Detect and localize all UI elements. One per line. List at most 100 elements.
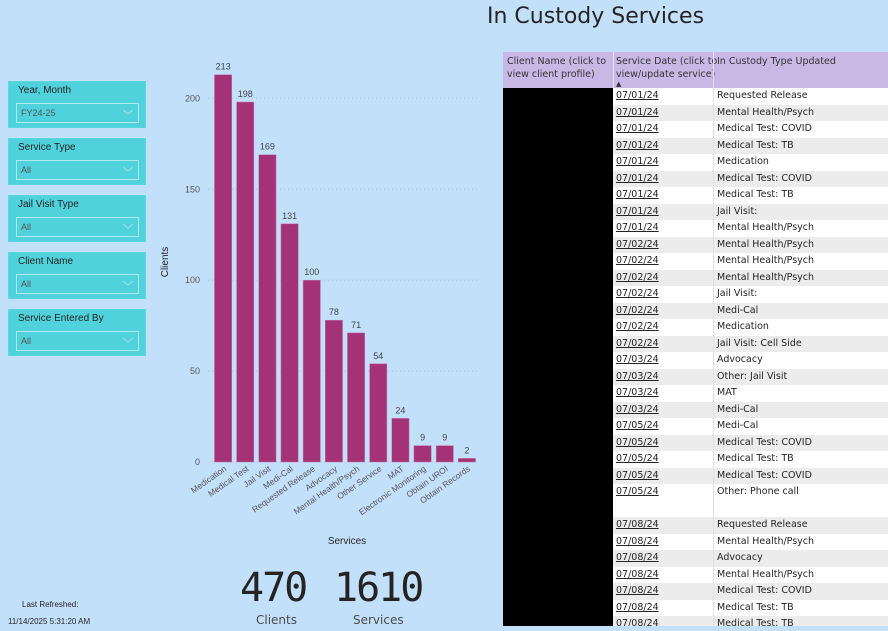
header-line: view/update service) [616,69,716,80]
service-date-link[interactable]: 07/05/24 [616,486,659,497]
bar-medication[interactable] [214,74,232,463]
service-date-link[interactable]: 07/08/24 [616,585,659,596]
slicer-label: Service Entered By [18,313,104,324]
service-date-link[interactable]: 07/01/24 [616,222,659,233]
service-date-link[interactable]: 07/01/24 [616,139,659,151]
custody-type-cell: Mental Health/Psych [717,222,815,233]
service-date-link[interactable]: 07/01/24 [616,189,659,200]
data-label: 9 [442,433,447,443]
cell-divider [713,352,714,369]
custody-type-cell: Jail Visit: [717,205,758,217]
service-date-link[interactable]: 07/02/24 [616,304,659,316]
service-date-link[interactable]: 07/08/24 [616,618,659,629]
custody-type-cell: Medical Test: TB [717,189,794,200]
gridlines [208,97,480,463]
y-axis-ticks: 0 50 100 150 200 [185,93,200,467]
service-date-link[interactable]: 07/02/24 [616,288,659,299]
data-label: 24 [395,405,405,415]
custody-type-cell: Medical Test: TB [717,139,794,151]
service-date-link[interactable]: 07/01/24 [616,205,659,217]
slicer-label: Jail Visit Type [18,199,79,210]
service-date-link[interactable]: 07/02/24 [616,321,659,332]
bar-obtain-records[interactable] [458,458,476,463]
service-date-link[interactable]: 07/08/24 [616,601,659,613]
column-divider [713,52,714,88]
column-header-client-name[interactable]: Client Name (click to view client profil… [507,55,606,81]
custody-type-cell: Requested Release [717,90,808,101]
x-axis-title: Services [328,536,366,547]
service-date-link[interactable]: 07/03/24 [616,354,659,365]
service-date-link[interactable]: 07/02/24 [616,255,659,266]
chevron-down-icon [122,166,134,172]
custody-type-cell: Mental Health/Psych [717,238,815,250]
custody-type-cell: Mental Health/Psych [717,255,815,266]
data-label: 131 [282,211,297,221]
bar-medi-cal[interactable] [280,223,299,463]
service-date-link[interactable]: 07/01/24 [616,156,659,167]
service-date-link[interactable]: 07/08/24 [616,535,659,547]
service-date-link[interactable]: 07/02/24 [616,238,659,250]
service-date-link[interactable]: 07/05/24 [616,453,659,464]
cell-divider [713,616,714,631]
cell-divider [713,335,714,352]
service-date-link[interactable]: 07/03/24 [616,403,659,415]
bar-mat[interactable] [391,418,410,463]
data-label: 213 [216,62,231,72]
service-date-link[interactable]: 07/05/24 [616,469,659,481]
service-date-link[interactable]: 07/08/24 [616,519,659,530]
y-tick-label: 150 [185,184,200,194]
bar-other-service[interactable] [369,363,388,463]
custody-type-cell: Mental Health/Psych [717,568,815,580]
bar-electronic-monitoring[interactable] [413,445,432,463]
bar-jail-visit[interactable] [258,154,277,463]
slicer-year-month: Year, Month FY24-25 [8,81,146,128]
column-header-service-date[interactable]: Service Date (click to view/update servi… [616,55,717,81]
client-name-dropdown[interactable]: All [16,274,139,294]
year-month-dropdown[interactable]: FY24-25 [16,103,139,123]
service-date-link[interactable]: 07/02/24 [616,271,659,283]
cell-divider [713,599,714,616]
y-tick-label: 100 [185,275,200,285]
redacted-client-names [503,88,613,631]
service-entered-by-dropdown[interactable]: All [16,331,139,351]
custody-type-cell: Advocacy [717,552,763,563]
y-tick-label: 0 [195,457,200,467]
service-date-link[interactable]: 07/08/24 [616,568,659,580]
bar-advocacy[interactable] [325,319,343,463]
cell-divider [713,121,714,138]
custody-type-cell: Medical Test: TB [717,601,794,613]
service-date-link[interactable]: 07/03/24 [616,387,659,398]
service-type-dropdown[interactable]: All [16,160,139,180]
service-date-link[interactable]: 07/05/24 [616,436,659,448]
slicer-service-entered-by: Service Entered By All [8,309,146,356]
header-line: Client Name (click to [507,56,607,67]
services-table: Client Name (click to view client profil… [503,52,888,631]
service-date-link[interactable]: 07/01/24 [616,123,659,134]
custody-type-cell: Jail Visit: [717,288,758,299]
service-date-link[interactable]: 07/02/24 [616,337,659,349]
service-date-link[interactable]: 07/08/24 [616,552,659,563]
service-date-link[interactable]: 07/01/24 [616,106,659,118]
bar-mental-health-psych[interactable] [347,332,365,463]
jail-visit-type-dropdown[interactable]: All [16,217,139,237]
custody-type-cell: Medication [717,156,769,167]
column-header-custody-type[interactable]: In Custody Type Updated [717,55,836,68]
service-date-link[interactable]: 07/01/24 [616,172,659,184]
cell-divider [713,418,714,435]
bar-medical-test[interactable] [236,101,255,463]
last-refreshed-value: 11/14/2025 5:31:20 AM [8,617,91,626]
cell-divider [713,220,714,237]
custody-type-cell: Mental Health/Psych [717,271,815,283]
service-date-link[interactable]: 07/03/24 [616,370,659,382]
custody-type-cell: MAT [717,387,737,398]
custody-type-cell: Medical Test: COVID [717,436,812,448]
bar-obtain-uroi[interactable] [435,445,454,463]
service-date-link[interactable]: 07/01/24 [616,90,659,101]
service-date-link[interactable]: 07/05/24 [616,420,659,431]
cell-divider [713,368,714,385]
slicer-client-name: Client Name All [8,252,146,299]
table-header: Client Name (click to view client profil… [503,52,888,88]
bar-requested-release[interactable] [302,279,321,463]
column-divider [613,52,614,88]
data-label: 198 [238,89,253,99]
